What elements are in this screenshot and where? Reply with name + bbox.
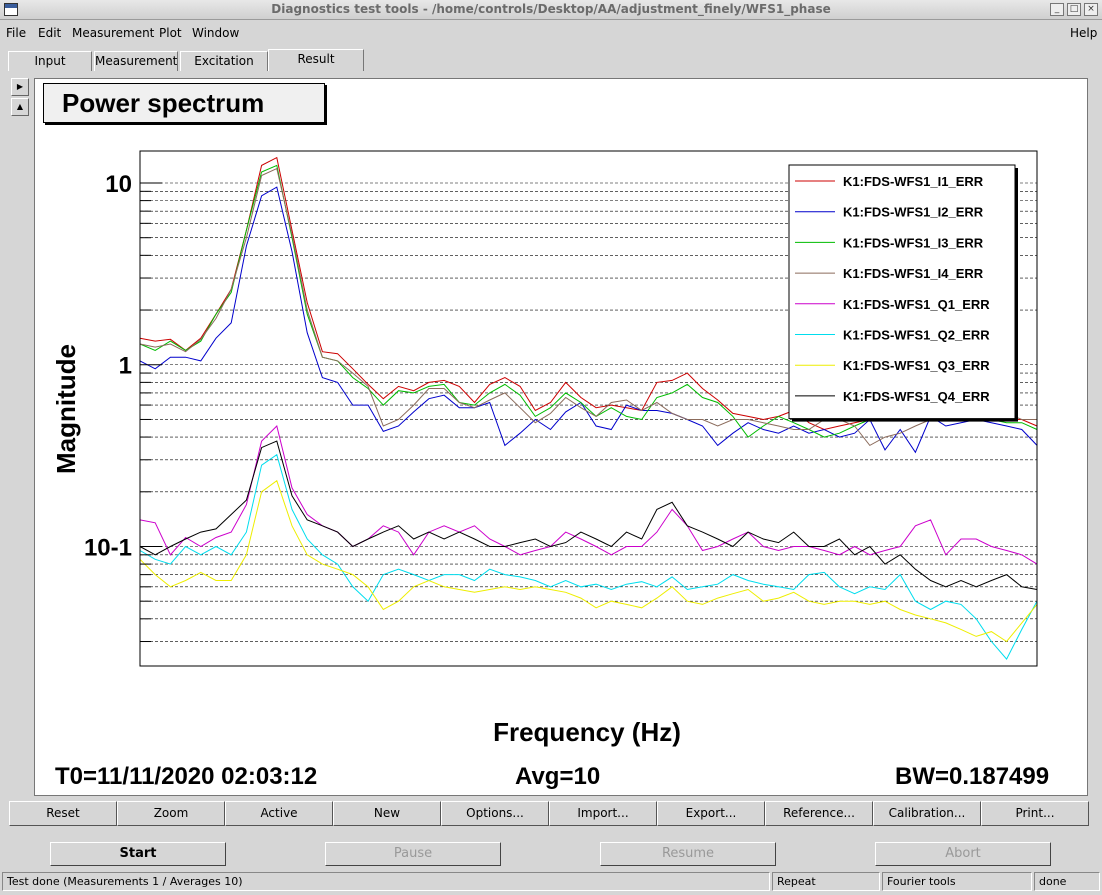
series-line <box>139 453 1038 660</box>
menu-measurement[interactable]: Measurement <box>72 26 155 40</box>
avg-readout: Avg=10 <box>515 763 601 790</box>
reset-button[interactable]: Reset <box>9 801 117 826</box>
menu-bar: File Edit Measurement Plot Window Help <box>0 22 1102 44</box>
status-bar: Test done (Measurements 1 / Averages 10)… <box>0 872 1102 891</box>
menu-plot[interactable]: Plot <box>159 26 182 40</box>
legend-box <box>788 164 1016 420</box>
bw-readout: BW=0.187499 <box>895 763 1050 790</box>
t0-readout: T0=11/11/2020 02:03:12 <box>55 763 318 790</box>
status-repeat: Repeat <box>772 872 880 891</box>
menu-help[interactable]: Help <box>1070 26 1098 40</box>
series-line <box>139 479 1038 643</box>
import-button[interactable]: Import... <box>549 801 657 826</box>
collapse-up-icon[interactable]: ▲ <box>11 98 29 116</box>
series-line <box>139 440 1038 590</box>
y-tick-label: 10-1 <box>84 534 132 561</box>
x-axis-label: Frequency (Hz) <box>493 717 681 747</box>
export-button[interactable]: Export... <box>657 801 765 826</box>
status-state: done <box>1034 872 1100 891</box>
y-tick-label: 1 <box>119 353 132 380</box>
calibration-button[interactable]: Calibration... <box>873 801 981 826</box>
menu-file[interactable]: File <box>6 26 27 40</box>
status-message: Test done (Measurements 1 / Averages 10) <box>2 872 770 891</box>
active-button[interactable]: Active <box>225 801 333 826</box>
window-title: Diagnostics test tools - /home/controls/… <box>271 2 831 16</box>
close-icon[interactable]: × <box>1084 3 1098 16</box>
reference-button[interactable]: Reference... <box>765 801 873 826</box>
legend-entry: K1:FDS-WFS1_Q2_ERR <box>843 328 990 343</box>
legend-entry: K1:FDS-WFS1_Q1_ERR <box>843 297 990 312</box>
title-bar: Diagnostics test tools - /home/controls/… <box>0 0 1102 20</box>
abort-button[interactable]: Abort <box>875 842 1051 866</box>
legend-entry: K1:FDS-WFS1_I1_ERR <box>843 174 984 189</box>
series-line <box>139 425 1038 565</box>
resume-button[interactable]: Resume <box>600 842 776 866</box>
start-button[interactable]: Start <box>50 842 226 866</box>
tab-excitation[interactable]: Excitation <box>180 51 268 71</box>
tab-result[interactable]: Result <box>268 49 364 71</box>
status-mode: Fourier tools <box>882 872 1032 891</box>
legend-entry: K1:FDS-WFS1_I3_ERR <box>843 235 984 250</box>
tab-input[interactable]: Input <box>8 51 92 71</box>
expand-right-icon[interactable]: ▶ <box>11 78 29 96</box>
legend-entry: K1:FDS-WFS1_I4_ERR <box>843 266 984 281</box>
new-button[interactable]: New <box>333 801 441 826</box>
y-axis-label: Magnitude <box>51 344 81 474</box>
legend-entry: K1:FDS-WFS1_Q4_ERR <box>843 389 990 404</box>
power-spectrum-chart[interactable]: 10 1 10-1 Frequency (Hz) Magnitude K1:FDS-… <box>35 79 1087 795</box>
menu-window[interactable]: Window <box>192 26 240 40</box>
y-tick-labels: 10 1 10-1 <box>84 171 132 561</box>
y-tick-label: 10 <box>105 171 132 198</box>
legend: K1:FDS-WFS1_I1_ERR K1:FDS-WFS1_I2_ERR K1:F… <box>788 164 1018 422</box>
tab-bar: Input Measurement Excitation Result <box>0 49 1102 71</box>
zoom-button[interactable]: Zoom <box>117 801 225 826</box>
series-line <box>139 186 1038 454</box>
maximize-icon[interactable]: □ <box>1067 3 1081 16</box>
pause-button[interactable]: Pause <box>325 842 501 866</box>
plot-toolbar: Reset Zoom Active New Options... Import.… <box>9 801 1089 826</box>
menu-edit[interactable]: Edit <box>38 26 62 40</box>
plot-frame <box>139 150 1038 667</box>
tab-measurement[interactable]: Measurement <box>94 51 178 71</box>
minimize-icon[interactable]: _ <box>1050 3 1064 16</box>
axis-ticks <box>140 182 162 643</box>
options-button[interactable]: Options... <box>441 801 549 826</box>
legend-entry: K1:FDS-WFS1_Q3_ERR <box>843 358 990 373</box>
plot-canvas[interactable]: Power spectrum 10 1 10-1 Frequency (Hz) Ma… <box>34 78 1088 796</box>
print-button[interactable]: Print... <box>981 801 1089 826</box>
legend-entry: K1:FDS-WFS1_I2_ERR <box>843 205 984 220</box>
app-icon[interactable] <box>4 3 18 16</box>
series-line <box>139 167 1037 447</box>
plot-title: Power spectrum <box>43 83 325 123</box>
